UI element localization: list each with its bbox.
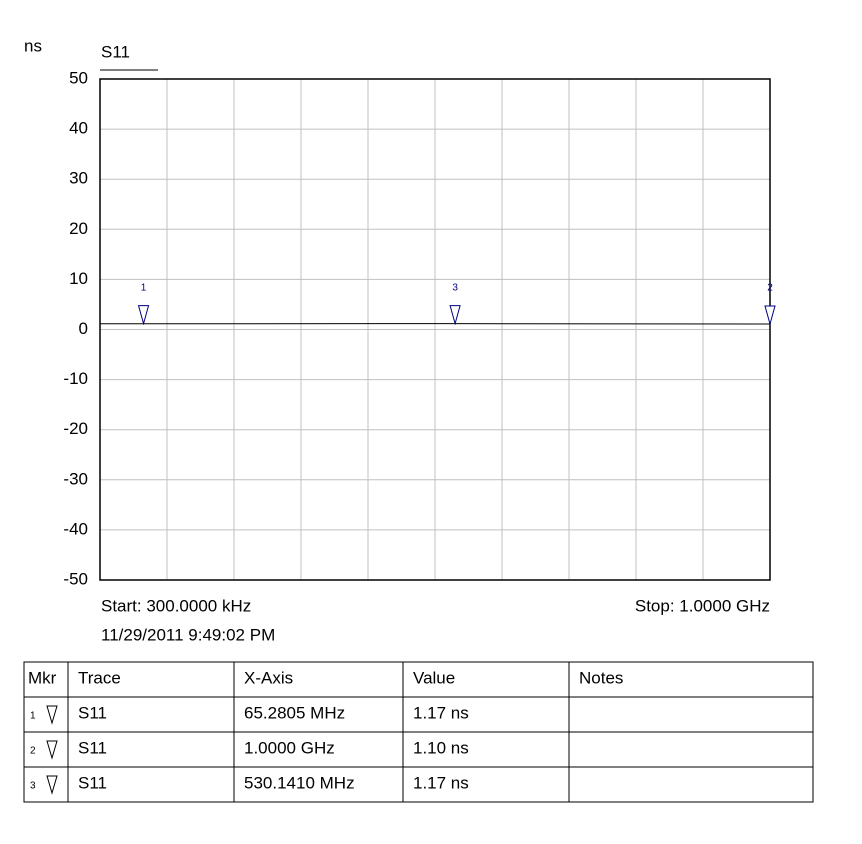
table-header: X-Axis bbox=[244, 668, 293, 687]
y-tick-label: 10 bbox=[69, 269, 88, 288]
table-header: Trace bbox=[78, 668, 121, 687]
table-cell: 1.10 ns bbox=[413, 738, 469, 757]
y-tick-label: 20 bbox=[69, 219, 88, 238]
table-header: Mkr bbox=[28, 668, 57, 687]
table-cell: 1.17 ns bbox=[413, 703, 469, 722]
marker-triangle bbox=[449, 305, 461, 326]
marker-label: 3 bbox=[452, 282, 458, 293]
start-label: Start: 300.0000 kHz bbox=[101, 596, 251, 615]
trace-title: S11 bbox=[101, 42, 130, 61]
table-cell: S11 bbox=[78, 703, 107, 722]
table-cell: S11 bbox=[78, 738, 107, 757]
marker-icon bbox=[46, 775, 58, 795]
marker-number: 1 bbox=[30, 711, 36, 722]
table-cell: 1.0000 GHz bbox=[244, 738, 335, 757]
y-tick-label: -20 bbox=[63, 419, 88, 438]
marker-label: 1 bbox=[141, 282, 147, 293]
table-cell: 1.17 ns bbox=[413, 773, 469, 792]
table-header: Value bbox=[413, 668, 455, 687]
timestamp: 11/29/2011 9:49:02 PM bbox=[101, 625, 275, 644]
y-tick-label: 50 bbox=[69, 68, 88, 87]
marker-icon bbox=[46, 740, 58, 760]
table-header: Notes bbox=[579, 668, 623, 687]
table-cell: 530.1410 MHz bbox=[244, 773, 355, 792]
y-unit: ns bbox=[24, 36, 42, 55]
y-tick-label: 30 bbox=[69, 169, 88, 188]
y-tick-label: -10 bbox=[63, 369, 88, 388]
y-tick-label: -40 bbox=[63, 519, 88, 538]
stop-label: Stop: 1.0000 GHz bbox=[635, 596, 770, 615]
plot-frame bbox=[99, 78, 771, 581]
marker-label: 2 bbox=[767, 283, 773, 294]
marker-number: 2 bbox=[30, 746, 36, 757]
marker-triangle bbox=[137, 305, 150, 326]
y-tick-label: -50 bbox=[63, 569, 88, 588]
y-tick-label: 0 bbox=[79, 319, 88, 338]
table-cell: S11 bbox=[78, 773, 107, 792]
marker-triangle bbox=[764, 305, 776, 326]
y-tick-label: 40 bbox=[69, 119, 88, 138]
marker-icon bbox=[46, 705, 58, 725]
marker-number: 3 bbox=[30, 781, 36, 792]
table-cell: 65.2805 MHz bbox=[244, 703, 345, 722]
y-tick-label: -30 bbox=[63, 469, 88, 488]
